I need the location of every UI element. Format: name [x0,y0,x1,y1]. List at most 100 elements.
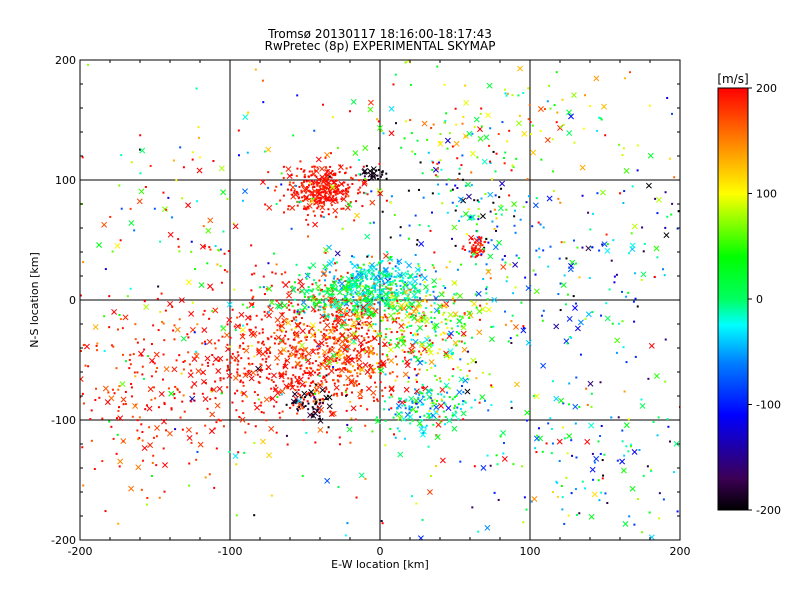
dot-marker [442,313,445,316]
x-marker [374,418,381,425]
dot-marker [556,481,559,484]
x-marker [346,201,353,208]
dot-marker [248,328,251,331]
dot-marker [454,282,457,285]
dot-marker [305,180,308,183]
x-marker [359,269,366,276]
dot-marker [419,297,422,300]
dot-marker [312,288,315,291]
dot-marker [564,303,567,306]
dot-marker [483,246,486,249]
dot-marker [491,220,494,223]
dot-marker [247,357,250,360]
dot-marker [521,465,524,468]
dot-marker [364,321,367,324]
dot-marker [666,215,669,218]
dot-marker [297,341,300,344]
x-marker [567,266,574,273]
dot-marker [478,200,481,203]
x-marker [457,292,463,299]
dot-marker [389,427,392,430]
dot-marker [305,289,308,292]
dot-marker [351,275,354,278]
x-marker [620,467,627,474]
dot-marker [275,263,278,266]
dot-marker [337,380,340,383]
dot-marker [471,506,474,509]
dot-marker [343,319,346,322]
dot-marker [179,146,182,149]
dot-marker [244,372,247,375]
x-marker [291,391,298,398]
dot-marker [161,320,164,323]
dot-marker [312,400,315,403]
dot-marker [355,270,358,273]
dot-marker [387,273,390,276]
dot-marker [136,419,139,422]
dot-marker [454,244,457,247]
dot-marker [308,366,311,369]
dot-marker [361,279,364,282]
x-marker [327,328,334,335]
dot-marker [310,180,313,183]
x-marker [324,322,331,329]
dot-marker [191,301,194,304]
dot-marker [415,402,418,405]
dot-marker [667,425,670,428]
dot-marker [547,265,550,268]
dot-marker [361,308,364,311]
dot-marker [391,291,394,294]
dot-marker [403,324,406,327]
dot-marker [279,374,282,377]
x-marker [204,355,211,362]
dot-marker [326,318,329,321]
dot-marker [619,192,622,195]
dot-marker [504,261,507,264]
dot-marker [305,335,308,338]
x-marker [197,441,204,448]
x-marker [255,365,262,372]
dot-marker [315,198,318,201]
dot-marker [389,328,392,331]
dot-marker [330,191,333,194]
dot-marker [287,385,290,388]
dot-marker [404,407,407,410]
dot-marker [597,440,600,443]
dot-marker [314,392,317,395]
x-marker [479,213,486,220]
dot-marker [456,157,459,160]
dot-marker [522,91,525,94]
dot-marker [307,207,310,210]
dot-marker [354,278,357,281]
dot-marker [388,262,391,265]
dot-marker [379,260,382,263]
dot-marker [246,323,249,326]
dot-marker [113,392,116,395]
dot-marker [270,284,273,287]
dot-marker [289,181,292,184]
dot-marker [444,318,447,321]
dot-marker [529,121,532,124]
dot-marker [322,306,325,309]
dot-marker [396,292,399,295]
dot-marker [140,488,143,491]
dot-marker [335,310,338,313]
dot-marker [325,431,328,434]
dot-marker [615,273,618,276]
x-marker [383,301,390,308]
y-tick-label: 200 [55,54,76,67]
dot-marker [315,400,318,403]
dot-marker [150,343,153,346]
colorbar-tick-label: 0 [756,293,763,306]
x-marker [411,315,418,322]
dot-marker [474,256,477,259]
x-marker [426,346,432,353]
x-marker [223,332,230,339]
dot-marker [549,245,552,248]
dot-marker [332,336,335,339]
dot-marker [295,263,298,266]
dot-marker [324,268,327,271]
dot-marker [300,340,303,343]
dot-marker [553,189,556,192]
dot-marker [556,495,559,498]
